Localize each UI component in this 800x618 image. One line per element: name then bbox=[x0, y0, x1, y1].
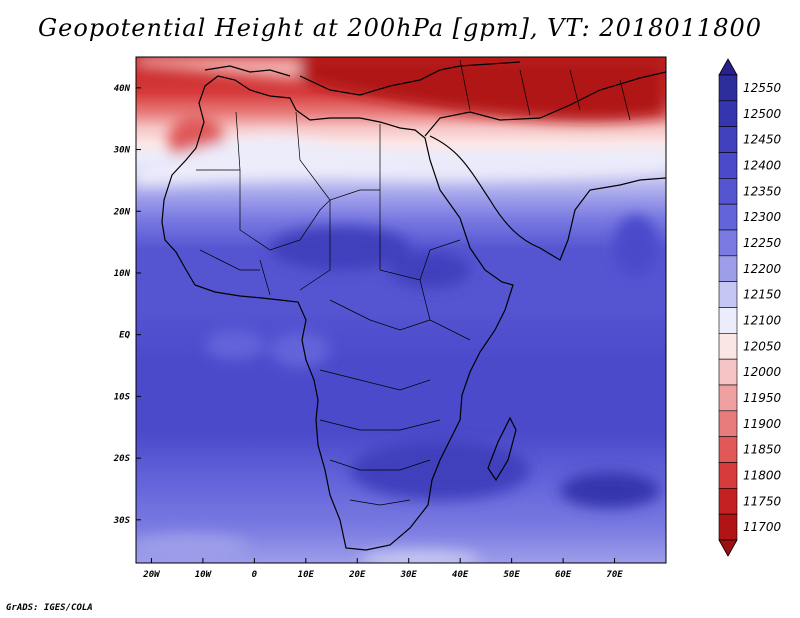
colorbar-swatch bbox=[718, 488, 738, 515]
lon-tick-label: 10E bbox=[298, 570, 315, 580]
colorbar-swatch bbox=[718, 74, 738, 102]
colorbar-swatch bbox=[718, 462, 738, 489]
colorbar-swatch bbox=[718, 281, 738, 308]
lon-tick-label: 30E bbox=[400, 570, 418, 580]
lon-tick-label: 50E bbox=[503, 570, 520, 580]
colorbar-level-label: 11900 bbox=[743, 417, 782, 431]
lat-tick-label: 10N bbox=[114, 269, 131, 279]
map-title: Geopotential Height at 200hPa [gpm], VT:… bbox=[38, 14, 762, 42]
lat-tick-label: 40N bbox=[114, 84, 131, 94]
colorbar-swatch bbox=[718, 358, 738, 386]
colorbar-level-label: 12450 bbox=[743, 133, 782, 147]
colorbar-swatch bbox=[718, 410, 738, 437]
colorbar-swatch bbox=[718, 307, 738, 334]
colorbar-level-label: 12100 bbox=[743, 313, 782, 327]
latitude-axis: 40N 30N 20N 10N EQ 10S 20S 30S bbox=[113, 84, 141, 526]
colorbar-swatch bbox=[718, 229, 738, 257]
lat-tick-label: 10S bbox=[114, 392, 131, 402]
colorbar-level-label: 11750 bbox=[743, 494, 782, 508]
longitude-axis: 20W 10W 0 10E 20E 30E 40E 50E 60E 70E bbox=[142, 558, 623, 580]
colorbar-level-label: 12400 bbox=[743, 158, 782, 172]
colorbar-top-arrow bbox=[718, 58, 738, 76]
colorbar-level-label: 12500 bbox=[743, 107, 782, 121]
plot-frame bbox=[135, 56, 667, 564]
colorbar-swatch bbox=[718, 255, 738, 282]
height-field bbox=[136, 57, 666, 563]
lon-tick-label: 60E bbox=[555, 570, 572, 580]
lon-tick-label: 40E bbox=[452, 570, 469, 580]
colorbar: 12550 12500 12450 12400 12350 12300 12250 12200… bbox=[718, 58, 782, 557]
lon-tick-label: 70E bbox=[606, 570, 623, 580]
colorbar-bottom-arrow bbox=[718, 539, 738, 557]
colorbar-swatch bbox=[718, 513, 738, 541]
colorbar-level-label: 12200 bbox=[743, 262, 782, 276]
colorbar-level-label: 12250 bbox=[743, 236, 782, 250]
colorbar-swatch bbox=[718, 100, 738, 127]
lon-tick-label: 20W bbox=[142, 570, 161, 580]
colorbar-swatch bbox=[718, 384, 738, 412]
lat-tick-label: 30S bbox=[113, 516, 131, 526]
colorbar-swatch bbox=[718, 333, 738, 360]
colorbar-level-label: 11700 bbox=[743, 520, 782, 534]
coastlines bbox=[161, 61, 666, 551]
colorbar-level-label: 12000 bbox=[743, 365, 782, 379]
lon-tick-label: 10W bbox=[195, 570, 213, 580]
lat-tick-label: 20S bbox=[113, 454, 131, 464]
colorbar-swatch bbox=[718, 152, 738, 179]
colorbar-level-label: 12550 bbox=[743, 81, 782, 95]
lat-tick-label: 20N bbox=[113, 207, 131, 217]
colorbar-level-label: 12300 bbox=[743, 210, 782, 224]
grads-credit: GrADS: IGES/COLA bbox=[6, 603, 93, 613]
lon-tick-label: 20E bbox=[348, 570, 366, 580]
colorbar-level-label: 12350 bbox=[743, 184, 782, 198]
colorbar-level-label: 12050 bbox=[743, 339, 782, 353]
colorbar-swatch bbox=[718, 126, 738, 153]
colorbar-level-label: 11850 bbox=[743, 443, 782, 457]
colorbar-swatch bbox=[718, 178, 738, 205]
country-borders bbox=[196, 59, 631, 506]
colorbar-level-label: 12150 bbox=[743, 288, 782, 302]
colorbar-level-label: 11950 bbox=[743, 391, 782, 405]
lat-tick-label: 30N bbox=[113, 146, 131, 156]
colorbar-level-label: 11800 bbox=[743, 468, 782, 482]
colorbar-swatch bbox=[718, 203, 738, 231]
lon-tick-label: 0 bbox=[252, 570, 258, 580]
colorbar-swatch bbox=[718, 436, 738, 463]
lat-tick-label: EQ bbox=[119, 331, 130, 341]
